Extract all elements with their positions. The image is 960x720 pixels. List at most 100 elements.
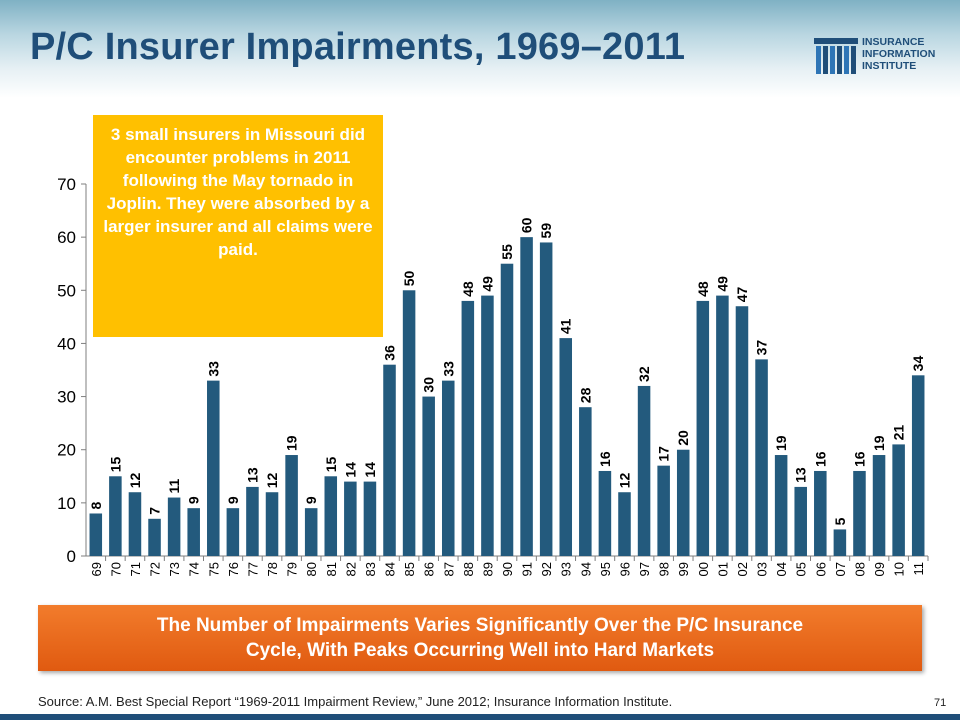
bar <box>637 385 651 556</box>
x-tick-label: 09 <box>872 562 887 576</box>
page-title: P/C Insurer Impairments, 1969–2011 <box>30 26 686 68</box>
x-tick-label: 93 <box>559 562 574 576</box>
bar <box>402 290 416 556</box>
page-number: 71 <box>934 697 947 709</box>
x-tick-label: 71 <box>128 562 143 576</box>
y-tick-label: 50 <box>57 281 76 300</box>
x-tick-label: 95 <box>598 562 613 576</box>
x-tick-label: 02 <box>735 562 750 576</box>
x-tick-label: 89 <box>480 562 495 576</box>
x-tick-label: 75 <box>206 562 221 576</box>
chart-bars <box>89 237 925 556</box>
data-label: 15 <box>323 456 339 472</box>
data-label: 9 <box>186 496 202 504</box>
x-tick-label: 72 <box>148 562 163 576</box>
data-label: 19 <box>773 435 789 451</box>
data-label: 8 <box>88 501 104 509</box>
x-tick-label: 85 <box>402 562 417 576</box>
x-tick-label: 88 <box>461 562 476 576</box>
bar <box>892 444 905 556</box>
bar <box>911 375 925 556</box>
callout-box: 3 small insurers in Missouri did encount… <box>93 115 383 337</box>
data-label: 12 <box>616 472 632 488</box>
footer-bar <box>0 714 960 720</box>
x-tick-label: 83 <box>363 562 378 576</box>
bar <box>814 470 827 556</box>
logo-line: INSURANCE <box>862 36 925 48</box>
bar <box>265 492 279 556</box>
data-label: 47 <box>734 286 750 302</box>
bar <box>559 338 573 556</box>
x-tick-label: 81 <box>324 562 339 576</box>
bar <box>304 508 318 556</box>
y-tick-label: 10 <box>57 494 76 513</box>
x-tick-label: 97 <box>637 562 652 576</box>
data-label: 28 <box>577 387 593 403</box>
y-tick-label: 0 <box>67 547 76 566</box>
x-tick-label: 96 <box>617 562 632 576</box>
bar <box>579 407 592 556</box>
data-label: 30 <box>421 377 437 393</box>
x-tick-label: 87 <box>441 562 456 576</box>
bar <box>539 242 553 556</box>
data-label: 20 <box>675 430 691 446</box>
source-note: Source: A.M. Best Special Report “1969-2… <box>38 694 673 709</box>
x-tick-label: 08 <box>852 562 867 576</box>
bar <box>755 359 768 556</box>
data-label: 48 <box>460 281 476 297</box>
x-tick-label: 94 <box>578 562 593 576</box>
data-label: 9 <box>225 496 241 504</box>
data-label: 16 <box>812 451 828 467</box>
x-tick-label: 06 <box>813 562 828 576</box>
bar <box>383 364 396 556</box>
x-tick-label: 98 <box>657 562 672 576</box>
bar <box>363 481 377 556</box>
y-tick-label: 70 <box>57 175 76 194</box>
data-label: 41 <box>558 318 574 334</box>
bar <box>853 470 866 556</box>
iii-logo-icon <box>814 38 858 74</box>
logo-text: INSURANCE INFORMATION INSTITUTE <box>862 36 935 72</box>
x-tick-label: 77 <box>245 562 260 576</box>
data-label: 11 <box>166 479 182 494</box>
x-tick-label: 73 <box>167 562 182 576</box>
data-label: 5 <box>832 517 848 525</box>
data-label: 14 <box>342 462 358 478</box>
data-label: 13 <box>244 467 260 483</box>
x-tick-label: 99 <box>676 562 691 576</box>
bar <box>676 449 690 556</box>
bar <box>500 263 514 556</box>
bar <box>109 476 122 556</box>
x-tick-label: 10 <box>892 562 907 576</box>
bar <box>735 306 749 556</box>
bar <box>89 513 103 556</box>
data-label: 36 <box>382 345 398 361</box>
x-tick-label: 90 <box>500 562 515 576</box>
bar <box>285 455 298 556</box>
data-label: 17 <box>656 446 672 462</box>
data-label: 15 <box>107 456 123 472</box>
bar <box>246 486 259 556</box>
data-label: 12 <box>127 472 143 488</box>
bar <box>324 476 338 556</box>
bar <box>618 492 631 556</box>
bar <box>598 470 612 556</box>
bar <box>833 529 847 556</box>
y-tick-label: 40 <box>57 334 76 353</box>
x-tick-label: 04 <box>774 562 789 576</box>
data-label: 50 <box>401 270 417 286</box>
banner-line-1: The Number of Impairments Varies Signifi… <box>156 615 804 636</box>
x-tick-label: 74 <box>187 562 202 576</box>
data-label: 9 <box>303 496 319 504</box>
y-tick-label: 60 <box>57 228 76 247</box>
bar <box>207 380 220 556</box>
iii-logo: INSURANCE INFORMATION INSTITUTE <box>814 36 956 76</box>
data-label: 21 <box>891 425 907 441</box>
bar <box>774 455 788 556</box>
bar <box>520 237 533 556</box>
bar <box>187 508 200 556</box>
x-tick-label: 82 <box>343 562 358 576</box>
banner-line-2: Cycle, With Peaks Occurring Well into Ha… <box>245 640 715 661</box>
data-label: 19 <box>871 435 887 451</box>
